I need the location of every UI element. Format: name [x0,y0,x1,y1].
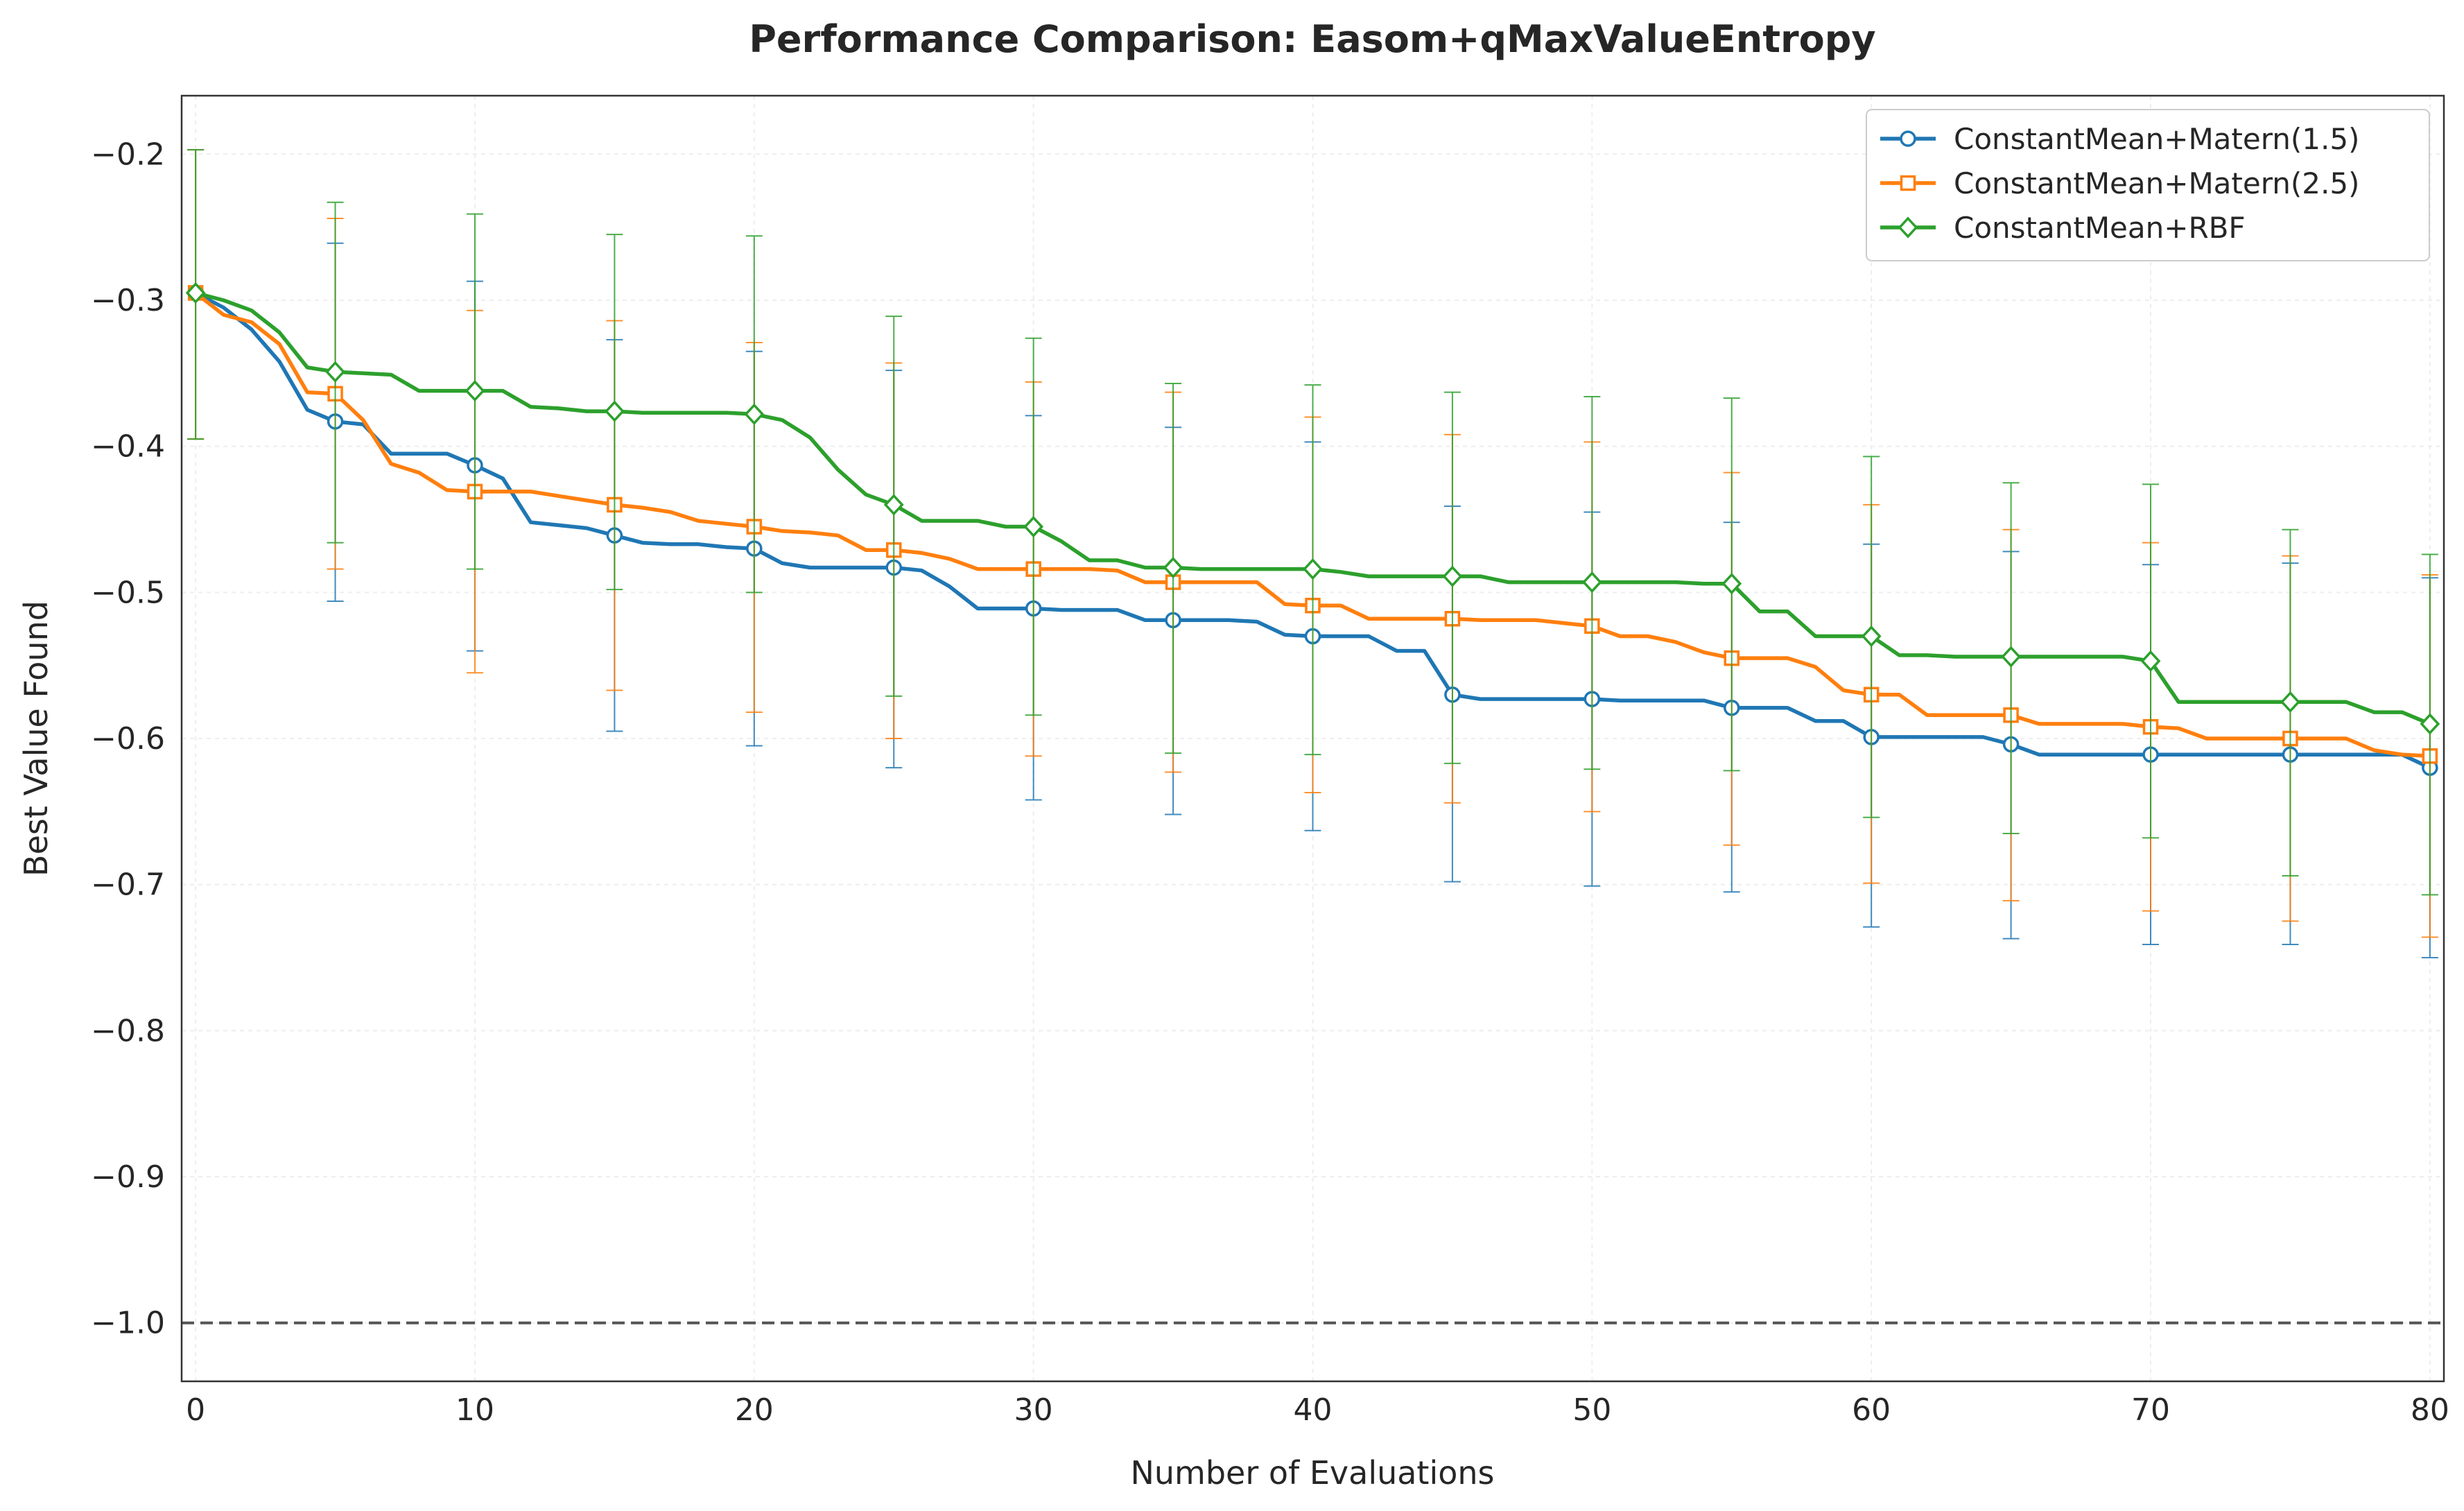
legend-swatch-marker [1900,130,1916,147]
x-tick-label: 40 [1294,1392,1333,1428]
data-point [744,403,765,425]
plot-frame [180,94,2445,1383]
data-point [883,494,904,516]
legend-label: ConstantMean+Matern(1.5) [1954,122,2359,156]
data-point [2420,713,2440,735]
x-tick-label: 60 [1852,1392,1891,1428]
data-point [1442,565,1463,587]
x-tick-label: 20 [735,1392,774,1428]
data-point [1861,625,1882,648]
data-point [2280,691,2300,713]
x-tick-label: 50 [1572,1392,1611,1428]
legend-entry: ConstantMean+Matern(2.5) [1880,166,2359,200]
x-tick-label: 70 [2131,1392,2170,1428]
y-tick-labels: −0.2 −0.3 −0.4 −0.5 −0.6 −0.7 −0.8 −0.9 −1.0 [91,137,165,1340]
data-point [185,282,206,304]
legend-label: ConstantMean+Matern(2.5) [1954,166,2359,200]
y-tick-label: −0.2 [91,137,165,172]
legend-label: ConstantMean+RBF [1954,211,2246,245]
x-tick-labels: 0 10 20 30 40 50 60 70 80 [186,1392,2449,1428]
x-tick-label: 0 [186,1392,205,1428]
y-tick-label: −0.6 [91,721,165,757]
legend-swatch-marker [1898,216,1918,239]
y-tick-label: −0.7 [91,867,165,903]
data-point [2140,650,2161,672]
data-point [1721,573,1742,595]
data-point [325,361,345,383]
series-layer [185,148,2440,959]
legend: ConstantMean+Matern(1.5) ConstantMean+Mat… [1866,109,2430,261]
legend-entry: ConstantMean+Matern(1.5) [1880,122,2359,156]
data-point [1581,571,1602,594]
x-tick-label: 10 [456,1392,494,1428]
y-tick-label: −0.9 [91,1159,165,1195]
legend-entry: ConstantMean+RBF [1880,211,2246,245]
data-point [1163,556,1183,579]
data-point [2001,646,2021,668]
data-point [465,379,485,402]
legend-box [1866,109,2430,261]
y-tick-label: −0.5 [91,575,165,610]
legend-swatch-marker [1900,175,1916,191]
y-tick-label: −0.8 [91,1013,165,1048]
x-tick-label: 30 [1014,1392,1053,1428]
data-point [605,400,625,422]
x-tick-label: 80 [2411,1392,2449,1428]
x-axis-label: Number of Evaluations [1130,1454,1494,1492]
y-tick-label: −0.4 [91,429,165,465]
data-point [1303,558,1323,580]
data-point [1023,515,1044,538]
series-3 [185,148,2440,896]
y-tick-label: −0.3 [91,283,165,318]
y-axis-label: Best Value Found [17,601,55,877]
y-tick-label: −1.0 [91,1306,165,1341]
chart-title: Performance Comparison: Easom+qMaxValueE… [749,17,1875,61]
